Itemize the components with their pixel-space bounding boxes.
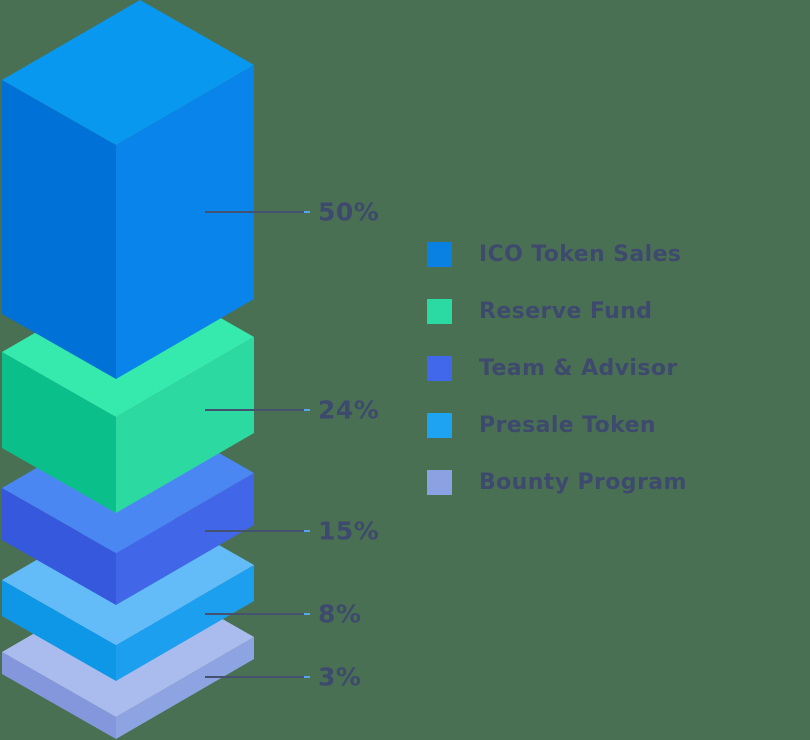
legend-item-team-advisor: Team & Advisor: [427, 356, 687, 381]
legend-item-reserve-fund: Reserve Fund: [427, 299, 687, 324]
box-top-face: [2, 0, 254, 145]
box-right-face: [116, 637, 254, 739]
legend-label-ico-token-sales: ICO Token Sales: [479, 242, 682, 267]
box-left-face: [2, 580, 116, 681]
percent-label-ico-token-sales: 50%: [318, 197, 380, 227]
percent-label-team-advisor: 15%: [318, 516, 380, 546]
box-right-face: [116, 65, 254, 379]
legend-item-bounty-program: Bounty Program: [427, 470, 687, 495]
legend-label-reserve-fund: Reserve Fund: [479, 299, 653, 324]
box-right-face: [116, 565, 254, 681]
box-left-face: [2, 352, 116, 513]
percent-label-presale-token: 8%: [318, 599, 362, 629]
legend-swatch-bounty-program: [427, 470, 452, 495]
box-left-face: [2, 652, 116, 739]
box-left-face: [2, 488, 116, 605]
percent-label-reserve-fund: 24%: [318, 395, 380, 425]
legend-label-bounty-program: Bounty Program: [479, 470, 687, 495]
box-ico-token-sales: [2, 0, 254, 379]
box-right-face: [116, 337, 254, 513]
legend-swatch-presale-token: [427, 413, 452, 438]
box-right-face: [116, 473, 254, 605]
legend-item-presale-token: Presale Token: [427, 413, 687, 438]
legend-swatch-ico-token-sales: [427, 242, 452, 267]
legend-swatch-team-advisor: [427, 356, 452, 381]
legend-item-ico-token-sales: ICO Token Sales: [427, 242, 687, 267]
legend-swatch-reserve-fund: [427, 299, 452, 324]
legend-label-presale-token: Presale Token: [479, 413, 656, 438]
legend-label-team-advisor: Team & Advisor: [479, 356, 678, 381]
box-left-face: [2, 80, 116, 379]
chart-legend: ICO Token Sales Reserve Fund Team & Adviso…: [427, 242, 687, 495]
percent-label-bounty-program: 3%: [318, 662, 362, 692]
